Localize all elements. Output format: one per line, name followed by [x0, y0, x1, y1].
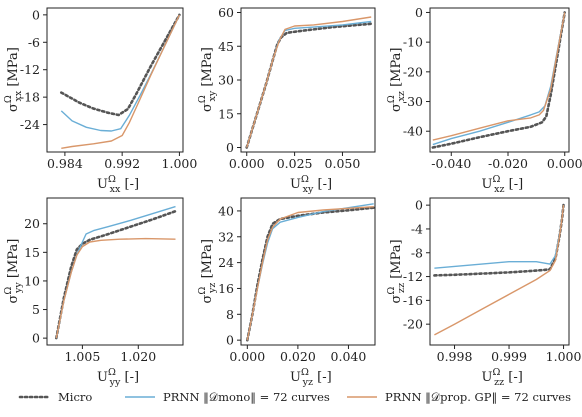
- legend: Micro PRNN ‖𝒟mono‖ = 72 curves PRNN ‖𝒟prop…: [18, 390, 571, 405]
- y-tick-label: 0: [32, 7, 40, 22]
- y-tick-label: 45: [218, 39, 234, 54]
- axes-frame: [46, 197, 184, 346]
- y-tick-label: -12: [403, 269, 423, 284]
- y-tick-label: -20: [403, 317, 423, 332]
- series-line-micro: [54, 209, 177, 340]
- legend-label: PRNN ‖𝒟prop. GP‖ = 72 curves: [385, 390, 571, 405]
- series-line-gp: [246, 16, 372, 148]
- y-axis-label: σΩxy [MPa]: [197, 47, 218, 112]
- x-axis-label: UΩ xx [-]: [97, 174, 139, 195]
- x-tick-label: 0.025: [277, 156, 313, 171]
- y-tick-label: 0: [226, 333, 234, 348]
- y-tick-label: 24: [218, 255, 234, 270]
- x-axis-label: UΩ xz [-]: [482, 174, 524, 195]
- series-line-micro: [431, 11, 567, 149]
- x-tick-label: -0.040: [431, 156, 471, 171]
- x-tick-label: 1.000: [162, 156, 198, 171]
- legend-item-micro: Micro: [18, 390, 92, 404]
- y-tick-label: -6: [28, 35, 40, 50]
- series-line-gp: [246, 206, 374, 341]
- series-line-mono: [55, 205, 176, 339]
- legend-item-mono: PRNN ‖𝒟mono‖ = 72 curves: [125, 390, 330, 405]
- axes-frame: [429, 7, 570, 153]
- y-tick-label: 15: [24, 245, 40, 260]
- series-line-gp: [55, 237, 176, 339]
- x-tick-label: 1.005: [64, 349, 100, 364]
- y-tick-label: 5: [32, 302, 40, 317]
- y-tick-label: 15: [218, 106, 234, 121]
- x-tick-label: 0.998: [437, 349, 473, 364]
- x-axis-label: UΩ yz [-]: [290, 367, 332, 388]
- x-tick-label: 0.040: [331, 349, 367, 364]
- y-tick-label: -24: [20, 117, 40, 132]
- y-tick-label: 0: [226, 140, 234, 155]
- legend-label: PRNN ‖𝒟mono‖ = 72 curves: [163, 390, 330, 405]
- series-line-mono: [246, 203, 374, 341]
- x-tick-label: 0.984: [47, 156, 83, 171]
- y-tick-label: 40: [218, 203, 234, 218]
- y-tick-label: 60: [218, 5, 234, 20]
- axes-frame: [46, 7, 184, 153]
- series-line-micro: [433, 203, 565, 277]
- y-tick-label: 32: [218, 229, 234, 244]
- x-tick-label: 0.020: [280, 349, 316, 364]
- legend-label: Micro: [58, 390, 92, 404]
- x-tick-label: 0.999: [491, 349, 527, 364]
- subplot-5: 0.000 0.020 0.040 0 8 16 24 32 40 UΩ yz [-] σΩyz [M…: [197, 197, 376, 388]
- x-axis-label: UΩ xy [-]: [290, 174, 332, 195]
- subplots: 0.984 0.992 1.000 0 -6 -12 -18 -24 UΩ xx [-] σΩxx …: [3, 5, 582, 388]
- y-axis-label: σΩxx [MPa]: [3, 47, 24, 112]
- subplot-4: 1.005 1.020 0 5 10 15 20 UΩ yy [-] σΩyy [MPa]: [3, 197, 184, 388]
- series-line-gp: [432, 12, 566, 141]
- y-tick-label: -18: [20, 90, 40, 105]
- y-tick-label: -30: [403, 94, 423, 109]
- subplot-3: -0.040 -0.020 0.000 0 -10 -20 -30 -40 UΩ xz [-] σΩ…: [386, 5, 582, 195]
- y-tick-label: 8: [226, 307, 234, 322]
- x-tick-label: 1.020: [120, 349, 156, 364]
- y-tick-label: -8: [411, 245, 423, 260]
- legend-item-gp: PRNN ‖𝒟prop. GP‖ = 72 curves: [347, 390, 571, 405]
- y-tick-label: -16: [403, 293, 423, 308]
- series-line-micro: [246, 206, 375, 342]
- x-tick-label: 0.050: [325, 156, 361, 171]
- y-axis-label: σΩyz [MPa]: [197, 239, 218, 303]
- series-line-mono: [432, 12, 566, 146]
- y-tick-label: 20: [24, 216, 40, 231]
- y-tick-label: 0: [415, 5, 423, 20]
- x-axis-label: UΩ yy [-]: [97, 367, 139, 388]
- y-tick-label: -10: [403, 35, 423, 50]
- x-tick-label: 0.000: [547, 156, 582, 171]
- subplot-6: 0.998 0.999 1.000 0 -4 -8 -12 -16 -20 UΩ zz [-] σΩz…: [386, 197, 582, 388]
- y-tick-label: -20: [403, 64, 423, 79]
- y-tick-label: 0: [32, 331, 40, 346]
- series-line-gp: [61, 14, 181, 149]
- y-tick-label: 0: [415, 198, 423, 213]
- y-axis-label: σΩxz [MPa]: [386, 48, 407, 112]
- x-tick-label: -0.020: [488, 156, 528, 171]
- series-line-micro: [59, 13, 181, 117]
- y-tick-label: 10: [24, 273, 40, 288]
- y-tick-label: -12: [20, 62, 40, 77]
- y-tick-label: -4: [411, 221, 423, 236]
- x-tick-label: 0.000: [229, 349, 265, 364]
- y-tick-label: 16: [218, 281, 234, 296]
- subplot-2: 0.000 0.025 0.050 0 15 30 45 60 UΩ xy [-] σΩxy [MP…: [197, 5, 376, 195]
- x-tick-label: 0.992: [104, 156, 140, 171]
- y-axis-label: σΩzz [MPa]: [386, 239, 407, 303]
- subplot-1: 0.984 0.992 1.000 0 -6 -12 -18 -24 UΩ xx [-] σΩxx …: [3, 7, 197, 195]
- x-tick-label: 1.000: [546, 349, 582, 364]
- series-line-gp: [434, 205, 565, 336]
- x-axis-label: UΩ zz [-]: [482, 367, 523, 388]
- y-tick-label: -40: [403, 124, 423, 139]
- series-line-mono: [434, 205, 565, 269]
- axes-frame: [429, 197, 570, 346]
- y-axis-label: σΩyy [MPa]: [3, 239, 24, 304]
- y-tick-label: 30: [218, 73, 234, 88]
- x-tick-label: 0.000: [229, 156, 265, 171]
- axes-frame: [240, 197, 376, 346]
